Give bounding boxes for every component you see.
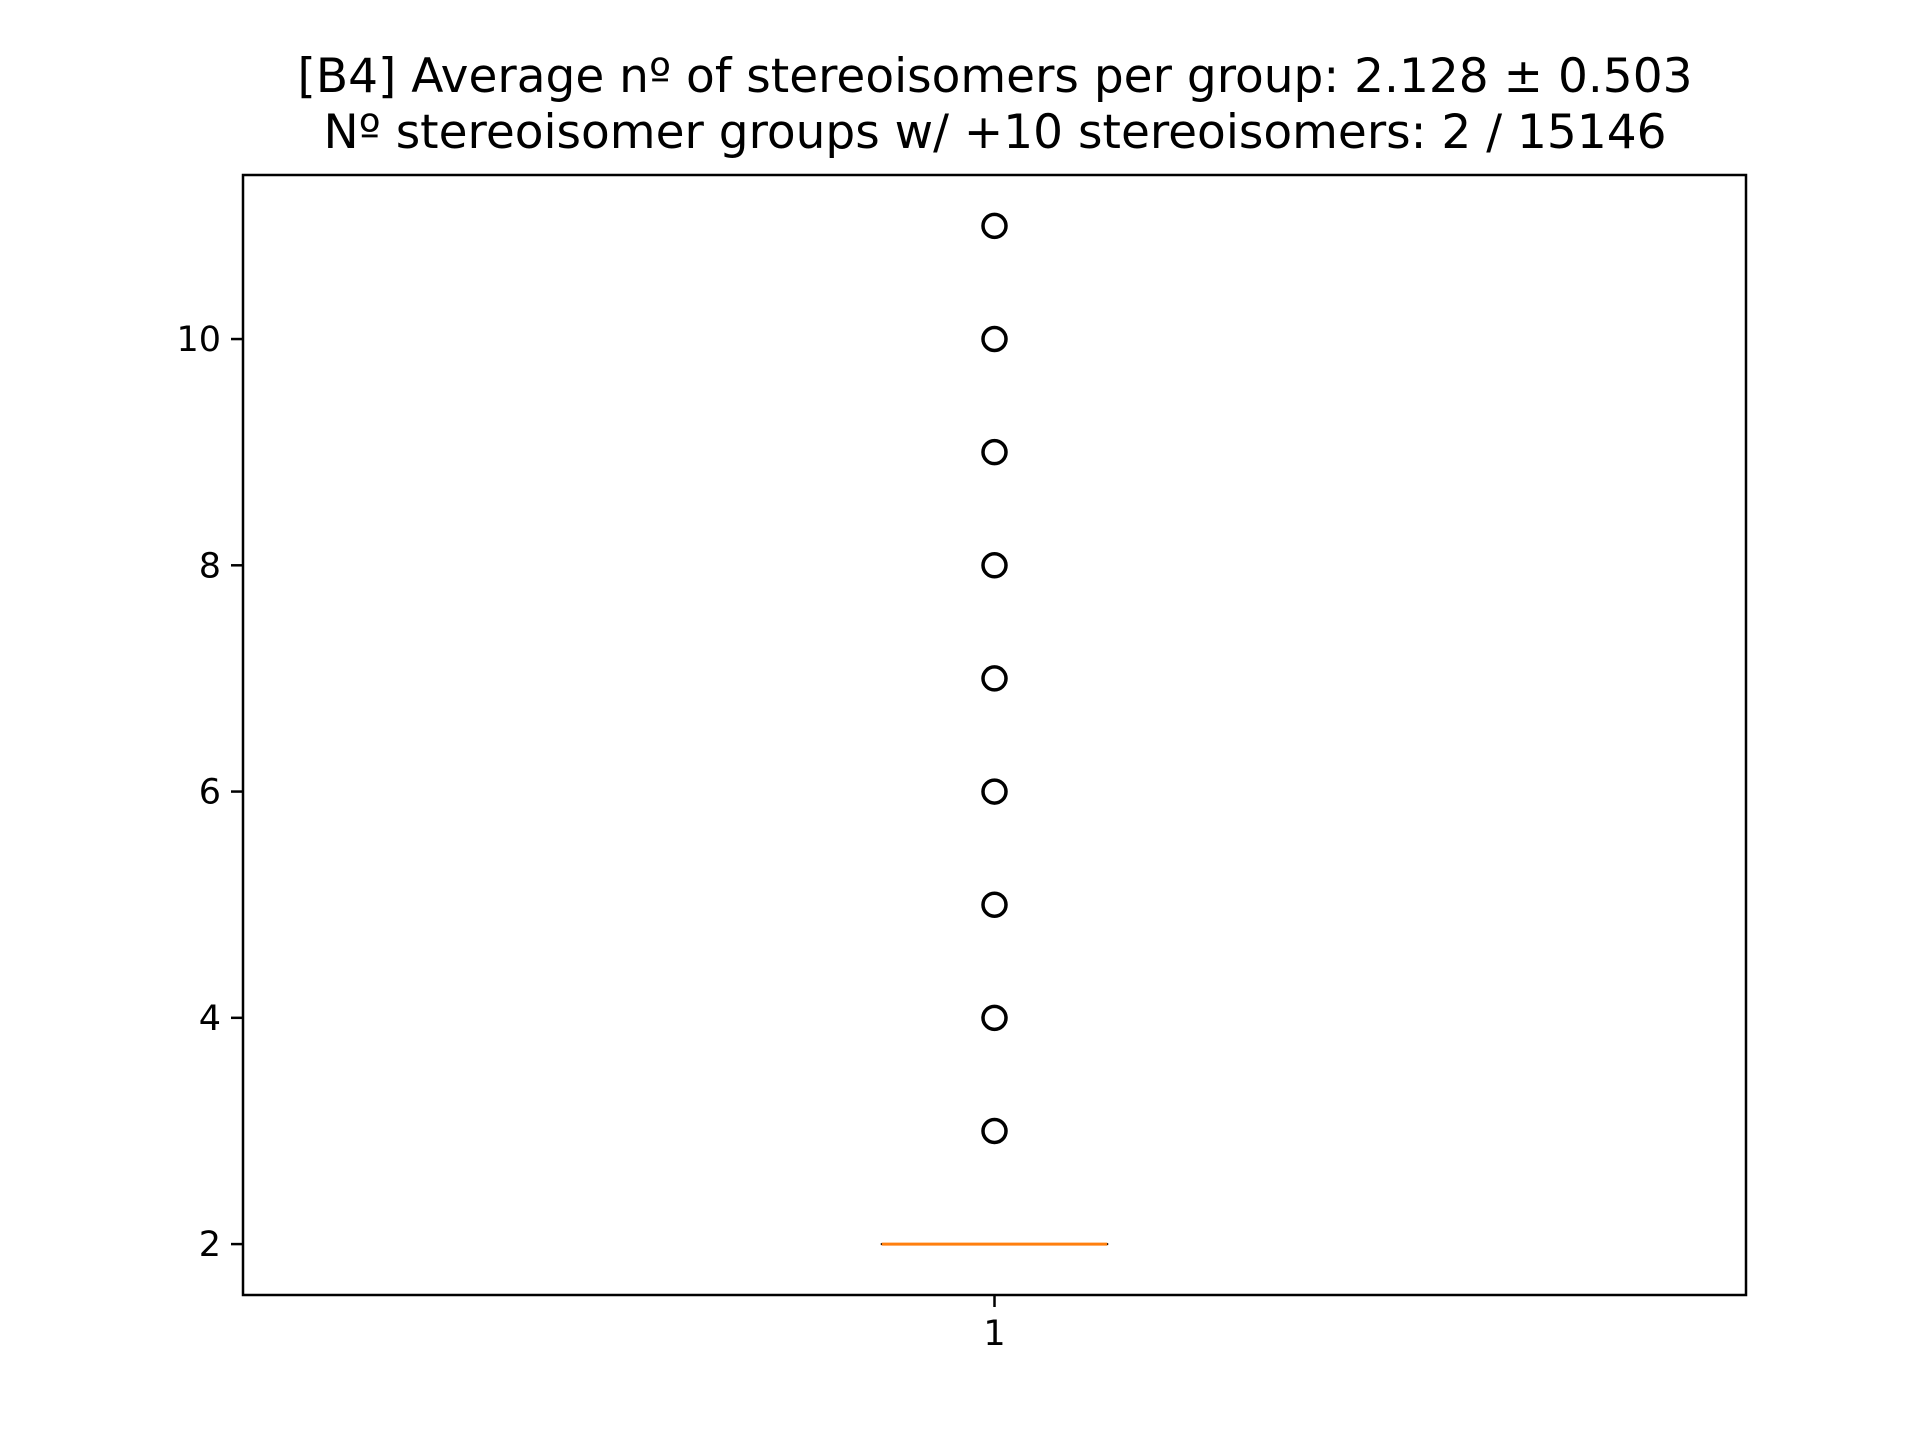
x-axis-ticks: 1 xyxy=(983,1295,1006,1354)
outlier-point-11 xyxy=(981,212,1008,240)
outlier-point-8 xyxy=(981,552,1008,579)
y-tick-label-8: 8 xyxy=(199,546,221,586)
y-tick-label-6: 6 xyxy=(199,773,221,813)
y-tick-label-10: 10 xyxy=(176,320,221,360)
chart-title-line2: Nº stereoisomer groups w/ +10 stereoisom… xyxy=(323,105,1666,160)
x-tick-label-1: 1 xyxy=(983,1314,1005,1354)
outlier-point-5 xyxy=(981,891,1008,918)
outlier-point-6 xyxy=(981,778,1008,805)
outlier-point-10 xyxy=(981,325,1008,353)
y-tick-label-4: 4 xyxy=(199,999,221,1039)
y-axis-ticks: 2 4 6 8 10 xyxy=(176,320,243,1265)
outlier-point-4 xyxy=(981,1004,1008,1032)
outliers xyxy=(981,212,1008,1145)
y-tick-label-2: 2 xyxy=(199,1225,221,1265)
axes-frame xyxy=(241,173,1748,1297)
plot-area xyxy=(243,175,1746,1295)
chart-title-line1: [B4] Average nº of stereoisomers per gro… xyxy=(297,49,1692,104)
outlier-point-7 xyxy=(981,665,1008,692)
outlier-point-9 xyxy=(981,438,1008,466)
outlier-point-3 xyxy=(981,1117,1008,1145)
